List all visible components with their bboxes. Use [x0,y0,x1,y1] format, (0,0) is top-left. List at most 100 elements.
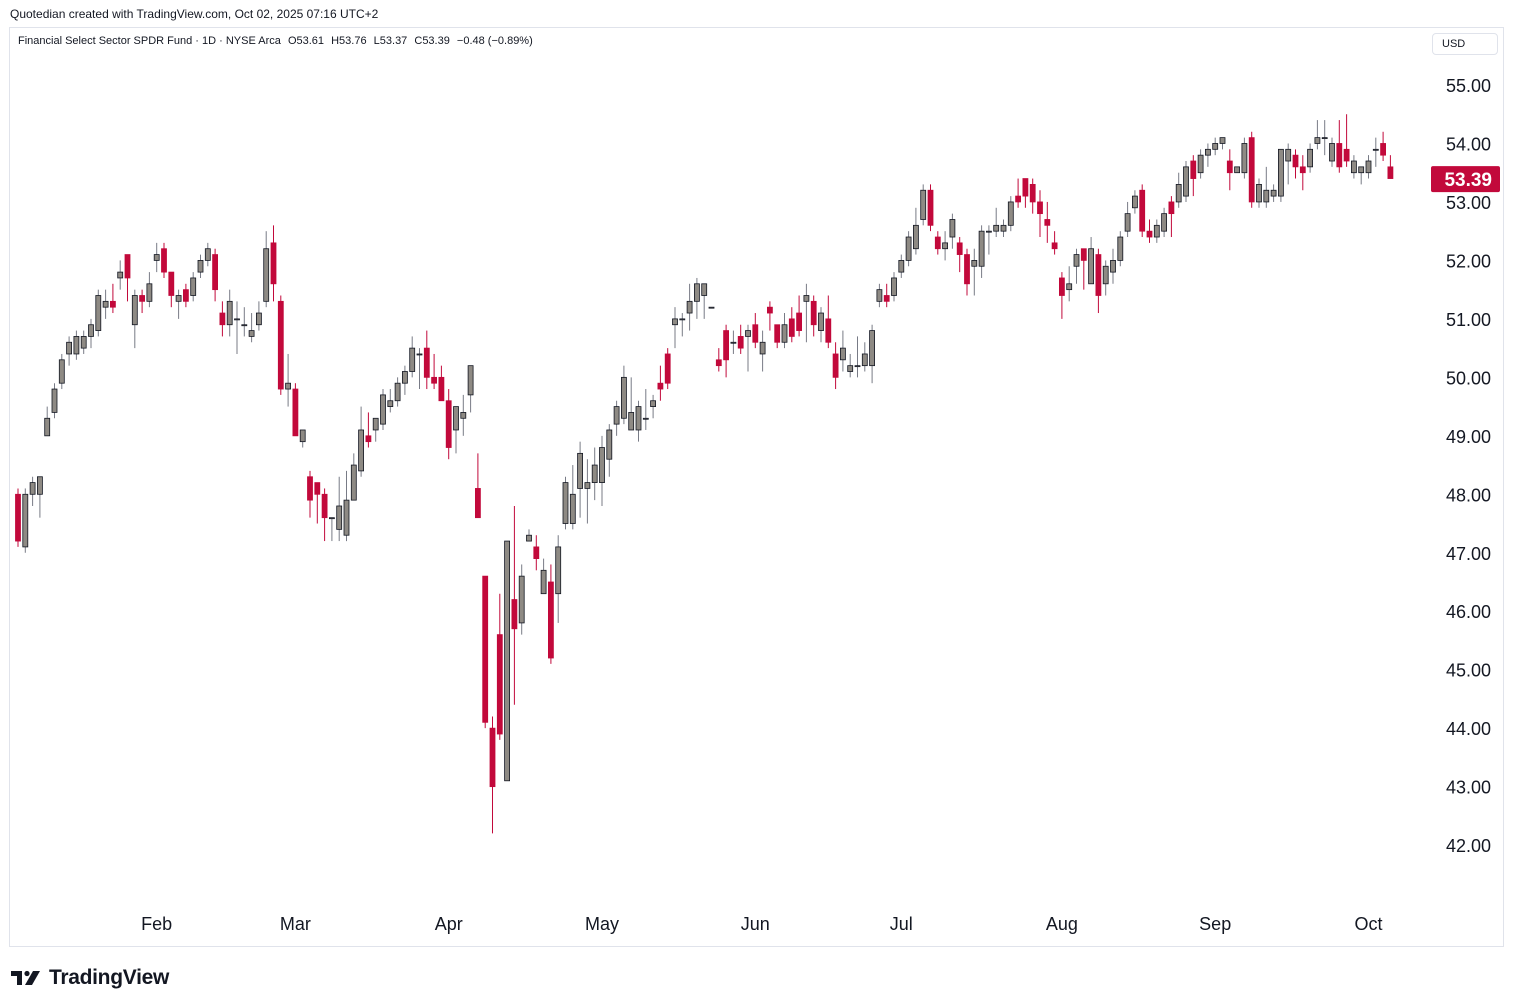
candle[interactable] [372,417,379,442]
candle[interactable] [58,353,65,390]
candle[interactable] [577,441,583,518]
candle[interactable] [1095,248,1102,314]
candle[interactable] [380,389,386,430]
candle[interactable] [365,412,372,448]
candle[interactable] [949,213,956,249]
candle[interactable] [314,482,321,524]
candle[interactable] [1044,201,1051,243]
candle[interactable] [650,394,656,419]
candle[interactable] [723,324,729,378]
candle[interactable] [956,237,963,273]
candle[interactable] [241,307,248,337]
candle[interactable] [548,564,554,664]
candle[interactable] [234,301,240,354]
candle[interactable] [1066,266,1073,302]
candle[interactable] [1299,155,1306,191]
candle[interactable] [358,406,365,477]
candle[interactable] [767,301,773,331]
candle[interactable] [781,313,788,349]
candle[interactable] [562,476,569,530]
candle[interactable] [701,283,708,319]
candle[interactable] [832,342,839,390]
candle[interactable] [518,564,525,635]
candle[interactable] [934,231,941,255]
candle[interactable] [1292,149,1299,179]
candle[interactable] [1387,155,1394,179]
candle[interactable] [613,400,620,436]
candle[interactable] [175,289,182,319]
candle[interactable] [153,242,160,273]
candle[interactable] [445,389,452,460]
candle[interactable] [1205,143,1211,167]
candle[interactable] [401,365,408,395]
candle[interactable] [1183,161,1189,202]
candle[interactable] [1219,137,1226,150]
candle[interactable] [474,453,481,519]
candle[interactable] [810,295,817,337]
currency-button[interactable]: USD [1432,33,1498,55]
candle[interactable] [1285,143,1292,185]
candle[interactable] [504,540,511,782]
candle[interactable] [715,348,722,372]
candle[interactable] [913,207,919,255]
candle[interactable] [664,348,671,390]
candle[interactable] [80,330,87,354]
candle[interactable] [350,453,357,501]
candle[interactable] [788,307,795,343]
candle[interactable] [891,272,897,302]
candle[interactable] [686,283,693,331]
candle[interactable] [898,254,905,278]
candle[interactable] [1248,131,1255,208]
candle[interactable] [22,488,29,553]
candle[interactable] [876,283,883,308]
candle[interactable] [657,365,664,401]
candle[interactable] [285,353,292,407]
candle[interactable] [759,330,766,372]
candle[interactable] [840,330,846,372]
candle[interactable] [1314,120,1321,150]
candle[interactable] [927,184,934,232]
candle[interactable] [1153,219,1160,243]
candle[interactable] [679,313,686,337]
candle[interactable] [1117,231,1124,267]
candle[interactable] [117,260,124,290]
candle[interactable] [1212,137,1219,156]
candle[interactable] [1329,137,1335,167]
candle[interactable] [555,535,562,623]
candle[interactable] [1190,155,1197,197]
candle[interactable] [752,313,759,349]
candle[interactable] [416,348,423,390]
candle[interactable] [124,254,131,302]
candle[interactable] [847,353,854,378]
candle[interactable] [964,248,970,296]
candle[interactable] [248,313,255,343]
candle[interactable] [44,406,51,437]
candle[interactable] [255,301,262,331]
candle[interactable] [1307,143,1313,173]
candle[interactable] [1102,260,1109,296]
candle[interactable] [942,231,948,261]
candle[interactable] [307,470,313,518]
candle[interactable] [1124,201,1131,238]
candle[interactable] [672,307,678,349]
candle[interactable] [606,424,613,477]
candle[interactable] [730,330,737,354]
candle[interactable] [321,488,328,542]
candle[interactable] [489,716,496,834]
candle[interactable] [467,365,474,413]
candle[interactable] [1263,166,1270,208]
candle[interactable] [51,383,58,419]
candle[interactable] [993,207,1000,238]
candle[interactable] [190,272,197,302]
candle[interactable] [1197,149,1204,179]
candle[interactable] [1278,148,1284,202]
candle[interactable] [796,295,802,337]
candle[interactable] [883,283,890,308]
candle[interactable] [1110,248,1116,284]
candle[interactable] [569,465,576,530]
candle[interactable] [1059,272,1065,319]
candle[interactable] [161,242,167,278]
candle[interactable] [343,470,350,542]
candle[interactable] [905,231,912,267]
candle[interactable] [1365,155,1372,179]
